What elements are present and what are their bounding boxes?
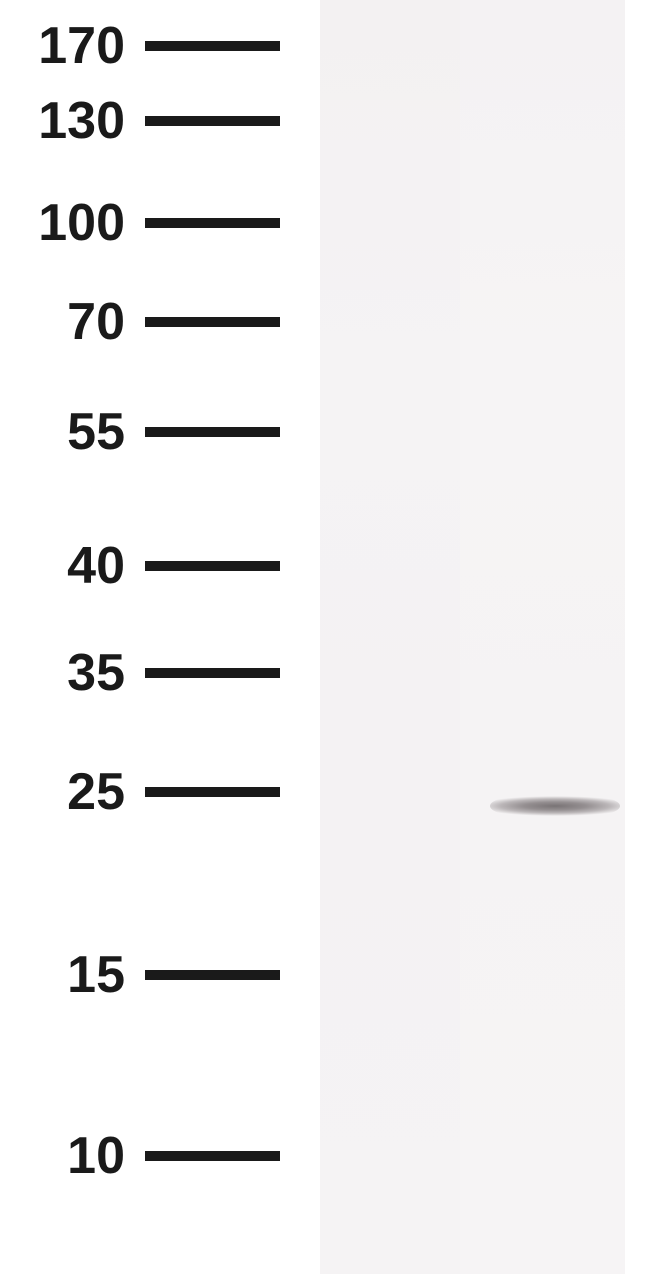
marker-row-170: 170 (0, 20, 320, 72)
marker-label: 15 (0, 945, 145, 1005)
marker-tick (145, 218, 280, 228)
marker-label: 25 (0, 762, 145, 822)
marker-row-55: 55 (0, 406, 320, 458)
marker-row-40: 40 (0, 540, 320, 592)
marker-row-35: 35 (0, 647, 320, 699)
lane-1 (320, 0, 460, 1274)
marker-row-130: 130 (0, 95, 320, 147)
lane-2 (460, 0, 625, 1274)
marker-tick (145, 41, 280, 51)
marker-row-10: 10 (0, 1130, 320, 1182)
marker-tick (145, 116, 280, 126)
marker-row-15: 15 (0, 949, 320, 1001)
marker-label: 35 (0, 643, 145, 703)
marker-label: 40 (0, 536, 145, 596)
marker-tick (145, 970, 280, 980)
marker-label: 55 (0, 402, 145, 462)
marker-tick (145, 668, 280, 678)
marker-tick (145, 317, 280, 327)
western-blot-diagram: 170 130 100 70 55 40 35 25 15 10 (0, 0, 650, 1274)
marker-row-100: 100 (0, 197, 320, 249)
right-margin (625, 0, 650, 1274)
marker-tick (145, 1151, 280, 1161)
marker-label: 130 (0, 91, 145, 151)
lane-2-band-0 (490, 796, 620, 816)
marker-tick (145, 561, 280, 571)
marker-row-25: 25 (0, 766, 320, 818)
marker-label: 70 (0, 292, 145, 352)
marker-label: 100 (0, 193, 145, 253)
marker-label: 10 (0, 1126, 145, 1186)
marker-tick (145, 787, 280, 797)
marker-tick (145, 427, 280, 437)
molecular-weight-ladder: 170 130 100 70 55 40 35 25 15 10 (0, 0, 320, 1274)
marker-row-70: 70 (0, 296, 320, 348)
marker-label: 170 (0, 16, 145, 76)
